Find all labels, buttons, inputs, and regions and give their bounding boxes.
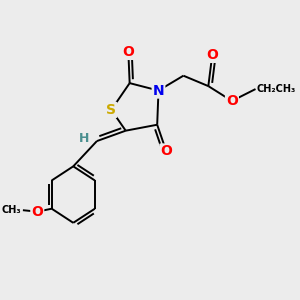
Text: CH₂CH₃: CH₂CH₃ — [257, 84, 296, 94]
Text: O: O — [226, 94, 238, 108]
Text: N: N — [153, 84, 164, 98]
Text: O: O — [160, 145, 172, 158]
Text: O: O — [122, 45, 134, 59]
Text: CH₃: CH₃ — [2, 205, 22, 215]
Text: S: S — [106, 103, 116, 117]
Text: H: H — [79, 132, 89, 145]
Text: O: O — [31, 205, 43, 219]
Text: O: O — [206, 48, 218, 62]
